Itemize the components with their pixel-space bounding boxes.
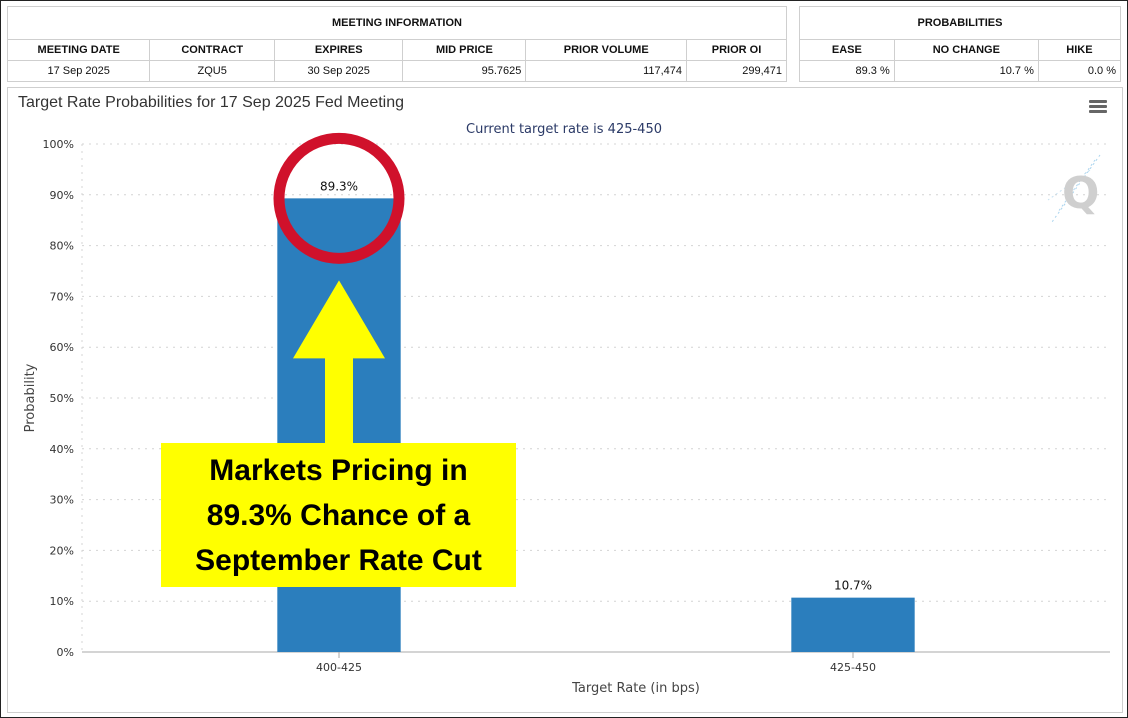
col-meeting-date: MEETING DATE [6, 39, 151, 61]
hamburger-menu-icon[interactable] [1089, 100, 1107, 116]
y-tick-label: 50% [50, 392, 74, 405]
data-label: 10.7% [834, 579, 872, 593]
table-row: 89.3 % 10.7 % 0.0 % [799, 60, 1122, 82]
callout-line: September Rate Cut [195, 543, 482, 577]
svg-text:Q: Q [1062, 168, 1099, 219]
col-hike: HIKE [1037, 39, 1122, 61]
prior-oi-cell: 299,471 [686, 60, 787, 82]
bar [791, 597, 915, 652]
callout-line: 89.3% Chance of a [206, 498, 471, 532]
chart-subtitle: Current target rate is 425-450 [466, 122, 662, 137]
col-mid-price: MID PRICE [402, 39, 527, 61]
y-tick-label: 100% [43, 138, 74, 151]
ease-cell: 89.3 % [799, 60, 895, 82]
annotation-arrow [293, 280, 385, 450]
contract-cell: ZQU5 [149, 60, 276, 82]
meeting-date-cell: 17 Sep 2025 [6, 60, 151, 82]
table-row: 17 Sep 2025 ZQU5 30 Sep 2025 95.7625 117… [6, 60, 787, 82]
expires-cell: 30 Sep 2025 [274, 60, 404, 82]
prior-volume-cell: 117,474 [525, 60, 688, 82]
y-tick-label: 30% [50, 494, 74, 507]
y-tick-label: 70% [50, 290, 74, 303]
y-tick-label: 60% [50, 341, 74, 354]
chart-title: Target Rate Probabilities for 17 Sep 202… [18, 94, 405, 111]
mid-price-cell: 95.7625 [402, 60, 527, 82]
q-logo-icon: Q [1047, 154, 1101, 223]
x-axis-title: Target Rate (in bps) [571, 681, 700, 696]
y-tick-label: 40% [50, 443, 74, 456]
meeting-information-table: MEETING INFORMATION MEETING DATE CONTRAC… [6, 6, 787, 82]
menu-bar [1089, 100, 1107, 103]
no-change-cell: 10.7 % [893, 60, 1039, 82]
x-tick-label: 425-450 [830, 661, 876, 674]
menu-bar [1089, 105, 1107, 108]
y-tick-label: 80% [50, 240, 74, 253]
y-axis-title: Probability [23, 363, 38, 432]
y-tick-label: 0% [57, 646, 74, 659]
annotation-callout: Markets Pricing in 89.3% Chance of a Sep… [161, 443, 516, 587]
y-tick-label: 20% [50, 544, 74, 557]
probabilities-table: PROBABILITIES EASE NO CHANGE HIKE 89.3 %… [799, 6, 1122, 82]
highlight-circle [273, 132, 405, 264]
hike-cell: 0.0 % [1037, 60, 1122, 82]
x-tick-label: 400-425 [316, 661, 362, 674]
menu-bar [1089, 110, 1107, 113]
data-label: 89.3% [320, 179, 358, 193]
callout-line: Markets Pricing in [209, 453, 468, 487]
chart-panel [7, 87, 1123, 713]
y-tick-label: 90% [50, 189, 74, 202]
y-tick-label: 10% [50, 595, 74, 608]
